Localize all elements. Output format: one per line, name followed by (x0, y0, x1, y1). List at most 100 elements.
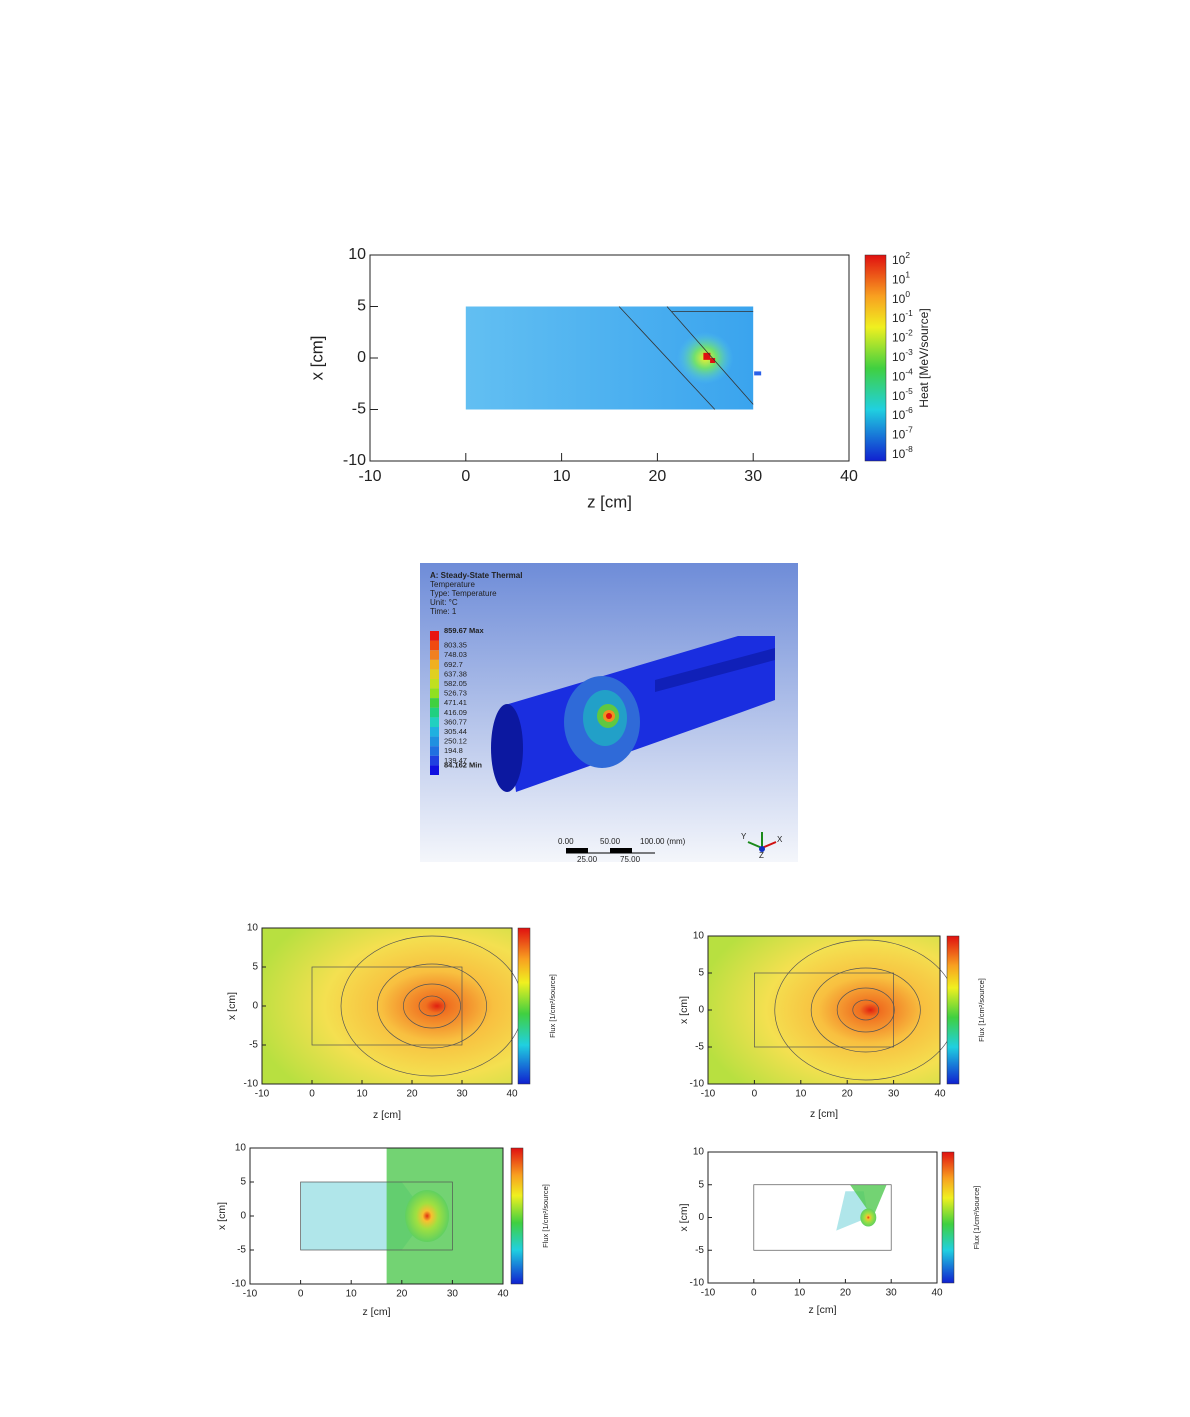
colorbar-tick-label: 101 (892, 270, 910, 287)
x-tick-label: 0 (751, 1288, 757, 1299)
y-tick-label: 5 (698, 1179, 704, 1190)
sim-header: Unit: °C (430, 598, 458, 607)
legend-label: 526.73 (444, 689, 467, 698)
tick-exponent: -4 (905, 367, 913, 377)
flux-map (708, 936, 940, 1084)
flux-scatter (836, 1191, 869, 1231)
colorbar-label: Flux [1/cm²/source] (977, 978, 986, 1042)
axis-triad-label: Z (759, 851, 764, 860)
flux-wedge (849, 1184, 887, 1218)
colorbar-tick-label: 10-3 (892, 347, 913, 364)
y-axis-label: x [cm] (678, 1203, 690, 1231)
x-tick-label: 20 (842, 1089, 854, 1100)
legend-swatch (430, 688, 439, 699)
contour (810, 967, 921, 1053)
triad (747, 841, 763, 849)
tick-base: 10 (892, 408, 906, 422)
x-axis-label: z [cm] (810, 1108, 838, 1120)
x-axis-label: z [cm] (587, 492, 632, 511)
legend-label: 360.77 (444, 717, 467, 726)
y-axis-label: x [cm] (307, 336, 326, 381)
x-tick-label: 10 (794, 1288, 806, 1299)
hotspot (860, 1208, 877, 1227)
legend-swatch (430, 669, 439, 679)
cylinder-slot (655, 648, 775, 692)
colorbar-tick-label: 10-6 (892, 405, 913, 422)
y-tick-label: -10 (343, 452, 366, 469)
colorbar-tick-label: 10-4 (892, 367, 913, 384)
legend-label: 803.35 (444, 641, 467, 650)
y-tick-label: -5 (249, 1040, 258, 1051)
colorbar-label: Flux [1/cm²/source] (548, 974, 557, 1038)
colorbar-tick-label: 10-2 (892, 328, 913, 345)
y-tick-label: -5 (695, 1042, 704, 1053)
outline (754, 972, 894, 1048)
legend-label: 748.03 (444, 650, 467, 659)
tick-base: 10 (892, 389, 906, 403)
axis-triad-label: X (777, 835, 783, 844)
y-tick-label: 10 (693, 1147, 705, 1158)
x-tick-label: 0 (461, 468, 470, 485)
legend-label: 471.41 (444, 698, 467, 707)
outline (618, 306, 716, 410)
y-tick-label: 0 (357, 349, 366, 366)
contour (852, 999, 880, 1021)
y-tick-label: -10 (232, 1279, 247, 1290)
colorbar-tick-label: 102 (892, 250, 910, 267)
colorbar (517, 927, 531, 1085)
sim-header: Temperature (430, 580, 475, 589)
y-axis-label: x [cm] (226, 992, 238, 1020)
x-tick-label: 30 (456, 1089, 468, 1100)
scale-label: 75.00 (620, 855, 641, 864)
colorbar-tick-label: 10-5 (892, 386, 913, 403)
y-tick-label: 5 (240, 1177, 246, 1188)
y-tick-label: -10 (690, 1278, 705, 1289)
y-tick-label: -5 (695, 1245, 704, 1256)
x-tick-label: 30 (888, 1089, 900, 1100)
colorbar (864, 254, 887, 462)
y-tick-label: 5 (357, 298, 366, 315)
colorbar (946, 935, 960, 1085)
x-tick-label: 10 (356, 1089, 368, 1100)
legend-swatch (430, 631, 439, 641)
legend-label: 859.67 Max (444, 626, 484, 635)
outline (666, 306, 754, 405)
y-tick-label: -5 (352, 401, 366, 418)
legend-swatch (430, 679, 439, 689)
x-tick-label: -10 (701, 1288, 716, 1299)
tick-base: 10 (892, 273, 906, 287)
tick-base: 10 (892, 292, 906, 306)
scale-label: 0.00 (558, 837, 574, 846)
tick-exponent: 1 (905, 270, 910, 280)
x-tick-label: -10 (243, 1289, 258, 1300)
tick-exponent: -5 (905, 386, 913, 396)
legend-swatch (430, 707, 439, 718)
hotspot (703, 352, 711, 360)
hotspot (405, 1190, 450, 1242)
tick-base: 10 (892, 331, 906, 345)
x-tick-label: 40 (934, 1089, 946, 1100)
x-tick-label: 40 (840, 468, 858, 485)
y-tick-label: -10 (244, 1079, 259, 1090)
y-tick-label: 5 (252, 962, 258, 973)
flux-map (262, 928, 512, 1084)
scale-bar (610, 848, 632, 853)
x-tick-label: 30 (744, 468, 762, 485)
y-tick-label: 0 (252, 1001, 258, 1012)
y-tick-label: 0 (698, 1005, 704, 1016)
x-axis-label: z [cm] (809, 1304, 837, 1316)
legend-swatch (430, 640, 439, 651)
legend-label: 84.162 Min (444, 760, 482, 769)
outline (753, 1184, 892, 1251)
scale-label: 100.00 (mm) (640, 837, 686, 846)
scale-label: 25.00 (577, 855, 598, 864)
legend-swatch (430, 698, 439, 708)
x-tick-label: 30 (447, 1289, 459, 1300)
triad (759, 846, 765, 852)
tick-base: 10 (892, 350, 906, 364)
legend-label: 250.12 (444, 737, 467, 746)
